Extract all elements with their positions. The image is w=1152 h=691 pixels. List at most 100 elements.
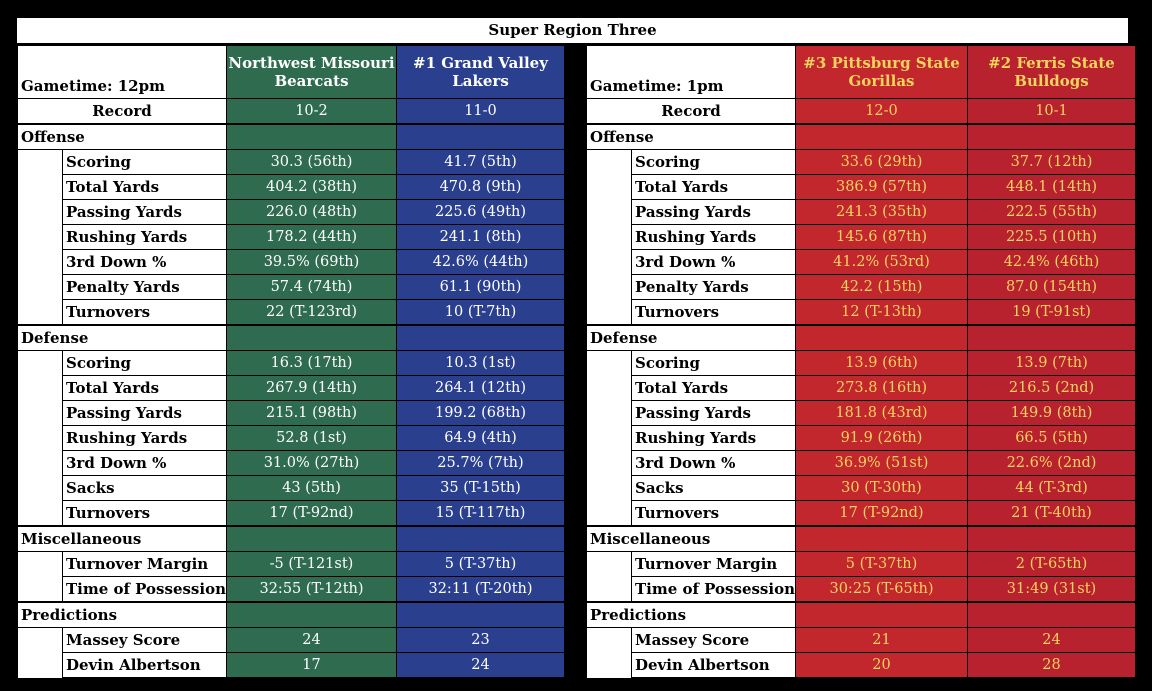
stat-label: Passing Yards (62, 400, 227, 426)
stat-label: Total Yards (62, 174, 227, 200)
stat-row: Total Yards 267.9 (14th) 264.1 (12th) (17, 375, 565, 401)
stat-row: Turnovers 17 (T-92nd) 21 (T-40th) (586, 500, 1136, 527)
indent-cell (17, 375, 63, 401)
stat-label: Penalty Yards (62, 274, 227, 300)
indent-cell (17, 652, 63, 678)
section-spacer-cell (795, 324, 968, 351)
section-spacer-cell (396, 601, 565, 628)
stat-row: Penalty Yards 42.2 (15th) 87.0 (154th) (586, 274, 1136, 300)
indent-cell (17, 224, 63, 250)
record-row: Record 12-0 10-1 (586, 98, 1136, 125)
section-title: Offense (17, 123, 227, 150)
indent-cell (17, 299, 63, 325)
stat-row: 3rd Down % 36.9% (51st) 22.6% (2nd) (586, 450, 1136, 476)
stat-row: Sacks 43 (5th) 35 (T-15th) (17, 475, 565, 501)
indent-cell (17, 627, 63, 653)
stat-value: 267.9 (14th) (226, 375, 397, 401)
stat-value: 16.3 (17th) (226, 350, 397, 376)
stat-label: 3rd Down % (631, 249, 796, 275)
stat-row: Devin Albertson 17 24 (17, 652, 565, 678)
stat-value: 225.6 (49th) (396, 199, 565, 225)
stat-label: Rushing Yards (631, 224, 796, 250)
stat-label: Penalty Yards (631, 274, 796, 300)
section-title: Defense (17, 324, 227, 351)
indent-cell (17, 425, 63, 451)
header-row: Gametime: 1pm #3 Pittsburg State Gorillas #… (586, 45, 1136, 99)
stat-value: 30 (T-30th) (795, 475, 968, 501)
indent-cell (586, 199, 632, 225)
stat-row: 3rd Down % 41.2% (53rd) 42.4% (46th) (586, 249, 1136, 275)
stat-label: Turnover Margin (631, 551, 796, 577)
indent-cell (586, 652, 632, 678)
stat-row: 3rd Down % 31.0% (27th) 25.7% (7th) (17, 450, 565, 476)
stat-value: 225.5 (10th) (967, 224, 1136, 250)
section-spacer-cell (795, 525, 968, 552)
section-title: Miscellaneous (586, 525, 796, 552)
stat-value: 199.2 (68th) (396, 400, 565, 426)
stat-label: Total Yards (631, 375, 796, 401)
stat-value: 30.3 (56th) (226, 149, 397, 175)
stat-value: 44 (T-3rd) (967, 475, 1136, 501)
stat-value: 24 (396, 652, 565, 678)
stat-label: Total Yards (631, 174, 796, 200)
team-name-line1: #1 Grand Valley (413, 54, 548, 72)
stat-value: 13.9 (7th) (967, 350, 1136, 376)
stat-value: 91.9 (26th) (795, 425, 968, 451)
section-spacer-cell (795, 601, 968, 628)
team-name-line1: Northwest Missouri (228, 54, 395, 72)
section-spacer-cell (226, 525, 397, 552)
record-value: 10-2 (226, 98, 397, 125)
stat-label: Turnover Margin (62, 551, 227, 577)
stat-label: Time of Possession (62, 576, 227, 603)
stat-value: 181.8 (43rd) (795, 400, 968, 426)
indent-cell (17, 249, 63, 275)
section-header-row: Offense (17, 123, 565, 150)
stat-value: 2 (T-65th) (967, 551, 1136, 577)
section-header-row: Defense (586, 324, 1136, 351)
stat-row: Scoring 16.3 (17th) 10.3 (1st) (17, 350, 565, 376)
stat-label: 3rd Down % (631, 450, 796, 476)
section-spacer-cell (396, 324, 565, 351)
stat-value: 52.8 (1st) (226, 425, 397, 451)
stat-row: Massey Score 24 23 (17, 627, 565, 653)
stat-label: Rushing Yards (62, 425, 227, 451)
section-title: Predictions (586, 601, 796, 628)
team-name-line2: Bearcats (274, 72, 349, 90)
stat-value: 32:11 (T-20th) (396, 576, 565, 603)
stat-row: Turnover Margin -5 (T-121st) 5 (T-37th) (17, 551, 565, 577)
indent-cell (586, 500, 632, 526)
stat-row: Time of Possession 32:55 (T-12th) 32:11 (T… (17, 576, 565, 603)
team-name-line2: Gorillas (848, 72, 915, 90)
stat-label: Massey Score (62, 627, 227, 653)
stat-value: 12 (T-13th) (795, 299, 968, 326)
left-matchup-table: Gametime: 12pm Northwest Missouri Bearcats… (17, 45, 565, 678)
indent-cell (17, 450, 63, 476)
indent-cell (586, 249, 632, 275)
stat-label: Scoring (62, 149, 227, 175)
stat-value: 39.5% (69th) (226, 249, 397, 275)
record-value: 11-0 (396, 98, 565, 125)
team-name-line2: Bulldogs (1014, 72, 1089, 90)
indent-cell (586, 274, 632, 300)
gametime-label: Gametime: 12pm (17, 45, 227, 99)
stat-row: Turnover Margin 5 (T-37th) 2 (T-65th) (586, 551, 1136, 577)
stat-value: 13.9 (6th) (795, 350, 968, 376)
stat-value: 273.8 (16th) (795, 375, 968, 401)
team-header: #3 Pittsburg State Gorillas (795, 45, 968, 99)
indent-cell (17, 500, 63, 526)
stat-row: Sacks 30 (T-30th) 44 (T-3rd) (586, 475, 1136, 501)
section-title: Defense (586, 324, 796, 351)
stat-value: 36.9% (51st) (795, 450, 968, 476)
stat-value: 64.9 (4th) (396, 425, 565, 451)
indent-cell (17, 174, 63, 200)
team-name-line1: #3 Pittsburg State (803, 54, 960, 72)
section-title: Miscellaneous (17, 525, 227, 552)
section-title: Offense (586, 123, 796, 150)
team-header: Northwest Missouri Bearcats (226, 45, 397, 99)
indent-cell (17, 400, 63, 426)
stat-label: Turnovers (631, 500, 796, 527)
indent-cell (17, 350, 63, 376)
stat-label: Sacks (62, 475, 227, 501)
team-name-line2: Lakers (452, 72, 509, 90)
stat-row: Penalty Yards 57.4 (74th) 61.1 (90th) (17, 274, 565, 300)
